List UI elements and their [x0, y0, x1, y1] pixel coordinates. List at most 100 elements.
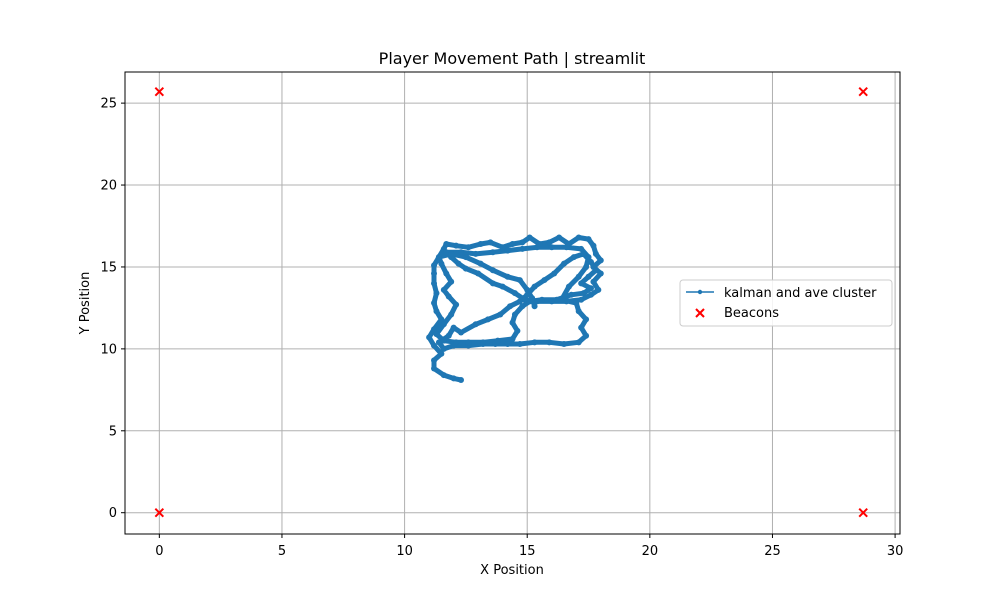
path-point — [433, 290, 440, 297]
beacon-marker — [154, 507, 165, 518]
path-point — [440, 345, 447, 352]
path-point — [426, 334, 433, 341]
legend-point-sample — [697, 289, 703, 295]
path-point — [563, 298, 570, 305]
path-point — [561, 260, 568, 267]
path-point — [462, 265, 469, 272]
path-point — [443, 249, 450, 256]
path-point — [534, 244, 541, 251]
path-point — [578, 280, 585, 287]
path-point — [477, 241, 484, 248]
path-point — [516, 298, 523, 305]
path-point — [519, 245, 526, 252]
path-point — [504, 247, 511, 254]
path-point — [587, 291, 594, 298]
path-point — [507, 303, 514, 310]
beacon-marker — [858, 86, 868, 97]
path-point — [431, 365, 438, 372]
path-point — [440, 321, 447, 328]
legend-label-path: kalman and ave cluster — [724, 286, 877, 301]
path-point — [440, 337, 447, 344]
y-tick-label: 20 — [100, 179, 117, 194]
path-point — [489, 249, 496, 256]
path-point — [558, 296, 565, 303]
x-tick-label: 25 — [764, 544, 781, 559]
path-point — [499, 283, 506, 290]
legend-x-sample — [695, 308, 705, 318]
path-point — [431, 342, 438, 349]
y-tick-label: 5 — [109, 424, 117, 439]
path-point — [472, 250, 479, 257]
legend-label-beacons: Beacons — [724, 306, 779, 321]
path-point — [580, 250, 587, 257]
path-point — [592, 267, 599, 274]
path-point — [450, 375, 457, 382]
path-point — [585, 273, 592, 280]
path-point — [480, 339, 487, 346]
beacon-marker — [858, 507, 868, 518]
path-point — [541, 277, 548, 284]
path-point — [578, 324, 585, 331]
path-point — [431, 326, 438, 333]
path-point — [511, 290, 518, 297]
path-point — [531, 303, 538, 310]
path-point — [568, 291, 575, 298]
x-tick-label: 0 — [155, 544, 163, 559]
path-point — [526, 234, 533, 241]
legend-box — [679, 279, 893, 327]
path-point — [519, 239, 526, 246]
y-tick-label: 10 — [100, 342, 117, 357]
path-point — [448, 278, 455, 285]
x-tick-label: 30 — [887, 544, 904, 559]
legend: kalman and ave cluster Beacons — [679, 279, 893, 327]
path-point — [524, 291, 531, 298]
path-point — [475, 270, 482, 277]
x-axis-label: X Position — [480, 563, 544, 578]
path-point — [531, 339, 538, 346]
x-tick-label: 10 — [396, 544, 413, 559]
path-point — [534, 298, 541, 305]
path-point — [587, 285, 594, 292]
path-point — [578, 296, 585, 303]
path-point — [573, 300, 580, 306]
path-point — [575, 273, 582, 280]
path-point — [563, 244, 570, 251]
x-tick-label: 20 — [642, 544, 659, 559]
path-point — [457, 329, 464, 336]
path-point — [583, 316, 590, 323]
path-point — [595, 286, 602, 293]
x-tick-label: 5 — [278, 544, 286, 559]
path-point — [433, 308, 440, 315]
path-point — [583, 263, 590, 270]
path-point — [443, 270, 450, 277]
path-point — [457, 377, 464, 383]
path-point — [590, 242, 597, 249]
y-tick-label: 25 — [100, 97, 117, 112]
path-point — [575, 308, 582, 315]
path-point — [538, 296, 545, 303]
path-point — [548, 298, 555, 305]
path-point — [484, 316, 491, 323]
path-point — [504, 273, 511, 280]
path-point — [519, 303, 526, 310]
path-point — [453, 242, 460, 249]
path-point — [431, 300, 438, 306]
path-point — [497, 311, 504, 318]
path-point — [435, 254, 442, 261]
path-point — [438, 260, 445, 267]
path-point — [438, 316, 445, 323]
path-point — [592, 250, 599, 257]
path-point — [583, 332, 590, 339]
y-tick-label: 0 — [109, 506, 117, 521]
path-point — [565, 283, 572, 290]
path-point — [477, 260, 484, 267]
x-tick-label: 15 — [519, 544, 536, 559]
path-point — [509, 336, 516, 343]
axis-ticks: 0 5 10 15 20 25 30 0 5 10 15 20 25 — [100, 97, 903, 559]
path-point — [465, 339, 472, 346]
path-point — [443, 241, 450, 248]
path-point — [431, 270, 438, 277]
path-point — [472, 321, 479, 328]
path-point — [585, 236, 592, 243]
